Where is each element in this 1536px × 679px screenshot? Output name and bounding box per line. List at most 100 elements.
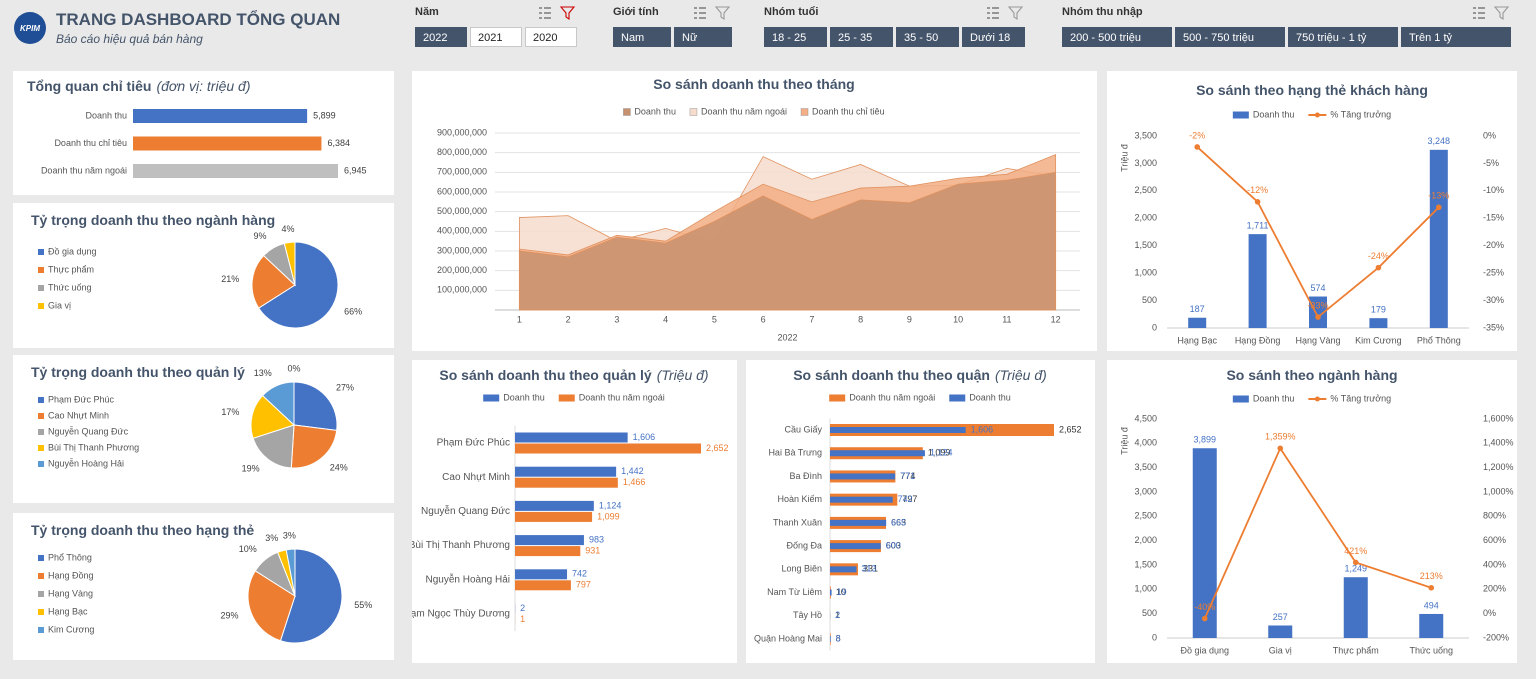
legend-marker [1314, 112, 1320, 118]
filter-button[interactable]: 25 - 35 [830, 27, 893, 47]
y-tick-label: 0 [1152, 322, 1157, 332]
filter-button[interactable]: Nam [613, 27, 671, 47]
value-label: 742 [898, 494, 913, 504]
legend-label: Hạng Vàng [48, 588, 93, 598]
chart-title: Tỷ trọng doanh thu theo ngành hàng [31, 212, 275, 228]
legend-label: Doanh thu năm ngoái [701, 106, 787, 116]
pie-slice [250, 394, 295, 439]
legend-swatch [38, 609, 44, 615]
legend-swatch [38, 591, 44, 597]
multi-select-icon[interactable] [987, 7, 999, 19]
filter-button[interactable]: 2022 [415, 27, 467, 47]
legend-swatch [38, 573, 44, 579]
filter-icons [1473, 6, 1510, 21]
x-tick-label: Hạng Đồng [1235, 335, 1281, 345]
bar [515, 477, 618, 488]
legend: Doanh thu Doanh thu năm ngoái [483, 392, 665, 402]
category-label: Ba Đình [789, 471, 822, 481]
value-label: 2 [520, 603, 525, 613]
chart: Tổng quan chỉ tiêu (đơn vị: triệu đ) Doanh… [27, 78, 367, 178]
y-tick-label: 4,500 [1134, 413, 1157, 423]
value-label: 331 [863, 564, 878, 574]
x-tick-label: 7 [809, 314, 814, 324]
y-tick-label: 1,000 [1134, 268, 1157, 278]
chart-title: So sánh doanh thu theo quản lý (Triệu đ) [439, 367, 708, 383]
legend: Doanh thu Doanh thu năm ngoái Doanh thu ch… [623, 106, 885, 116]
x-tick-label: 5 [712, 314, 717, 324]
legend-label: Doanh thu [634, 106, 676, 116]
filter-button[interactable]: 35 - 50 [896, 27, 959, 47]
value-label: 1,442 [621, 466, 644, 476]
filter-button[interactable]: 750 triệu - 1 tỷ [1288, 27, 1398, 47]
category-label: Doanh thu chỉ tiêu [54, 138, 127, 148]
y-tick-label: 2,000 [1134, 535, 1157, 545]
bar [830, 496, 893, 503]
value-label: 313 [861, 564, 876, 574]
line-marker [1254, 199, 1261, 205]
bar [515, 466, 617, 477]
filter-button[interactable]: 500 - 750 triệu [1175, 27, 1285, 47]
value-label: 187 [1190, 304, 1205, 314]
category-label: Bùi Thị Thanh Phương [412, 540, 510, 551]
legend-label: Bùi Thị Thanh Phương [48, 442, 139, 452]
value-label: 1 [835, 610, 840, 620]
filter-button[interactable]: 2021 [470, 27, 522, 47]
clear-filter-icon[interactable] [714, 6, 731, 21]
bar [515, 500, 594, 511]
multi-select-icon[interactable] [1473, 7, 1485, 19]
x-tick-label: 11 [1002, 314, 1011, 324]
legend-marker [1314, 396, 1320, 402]
value-label: 931 [585, 545, 600, 555]
filter-button[interactable]: 200 - 500 triệu [1062, 27, 1172, 47]
bar [515, 569, 568, 580]
y-tick-label: 4,000 [1134, 438, 1157, 448]
x-tick-label: Đồ gia dụng [1180, 645, 1229, 655]
filter-icons [539, 6, 576, 21]
y2-tick-label: -5% [1483, 158, 1499, 168]
x-tick-label: Thực phẩm [1333, 645, 1379, 655]
filter-button[interactable]: 2020 [525, 27, 577, 47]
logo: KPIM [14, 12, 46, 44]
title-text: So sánh doanh thu theo quận [793, 367, 990, 383]
filter-button[interactable]: Dưới 18 [962, 27, 1025, 47]
x-tick-label: 12 [1051, 314, 1061, 324]
filter-button[interactable]: Nữ [674, 27, 732, 47]
y2-tick-label: 200% [1483, 584, 1506, 594]
value-label: 1,124 [599, 500, 622, 510]
bar [830, 636, 831, 642]
chart-title: So sánh theo ngành hàng [1226, 367, 1397, 383]
multi-select-icon[interactable] [539, 7, 551, 19]
legend-label: Phạm Đức Phúc [48, 394, 115, 404]
x-tick-label: 6 [761, 314, 766, 324]
bar [830, 473, 896, 480]
x-tick-label: 10 [953, 314, 963, 324]
y-tick-label: 900,000,000 [437, 127, 487, 137]
filter-label: Năm [415, 6, 439, 18]
title-text: Tổng quan chỉ tiêu [27, 78, 151, 94]
bar [1268, 625, 1293, 638]
legend-label: Nguyễn Hoàng Hải [48, 458, 124, 468]
x-tick-label: Gia vị [1269, 645, 1292, 655]
filter-button[interactable]: Trên 1 tỷ [1401, 27, 1511, 47]
filter-button[interactable]: 18 - 25 [764, 27, 827, 47]
clear-filter-icon[interactable] [1493, 6, 1510, 21]
multi-select-icon[interactable] [694, 7, 706, 19]
clear-filter-icon[interactable] [1007, 6, 1024, 21]
title-text: So sánh doanh thu theo quản lý [439, 367, 652, 383]
value-label: 600 [886, 540, 901, 550]
slice-label: 3% [265, 533, 278, 543]
y-tick-label: 600,000,000 [437, 186, 487, 196]
clear-filter-icon[interactable] [559, 6, 576, 21]
bar [1248, 234, 1267, 328]
legend-label: Doanh thu [969, 392, 1011, 402]
legend-swatch [1232, 111, 1249, 119]
y-tick-label: 200,000,000 [437, 265, 487, 275]
panel: So sánh theo hạng thẻ khách hàng Doanh th… [1107, 71, 1517, 351]
bar [830, 427, 966, 433]
bar [830, 589, 832, 596]
bar [133, 136, 322, 151]
y2-tick-label: -15% [1483, 213, 1504, 223]
filter-label: Nhóm thu nhập [1062, 6, 1143, 18]
bar [515, 580, 571, 591]
line-marker [1315, 314, 1321, 320]
